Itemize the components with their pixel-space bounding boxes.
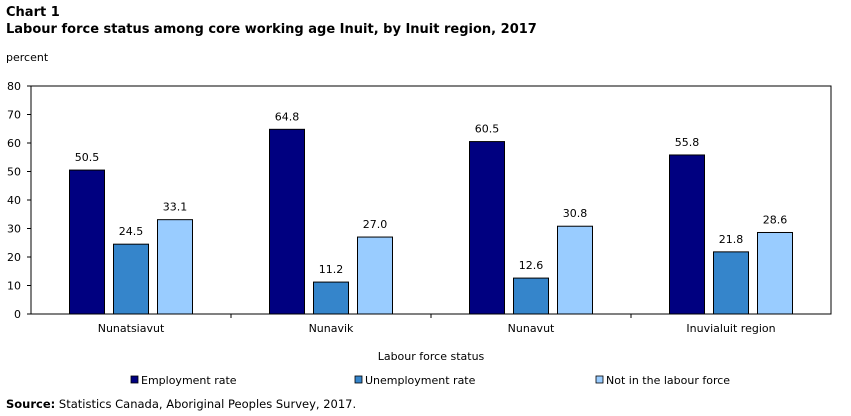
bar [557,225,593,315]
bar [669,154,705,315]
legend-swatch [595,375,604,384]
data-label: 33.1 [163,201,188,214]
data-label: 55.8 [675,136,700,149]
y-tick-label: 0 [14,308,21,321]
data-label: 27.0 [363,218,388,231]
x-axis-label: Labour force status [378,350,485,363]
chart-number: Chart 1 [6,5,60,20]
legend-label: Employment rate [141,374,237,387]
y-tick-label: 10 [7,280,21,293]
legend-swatch [354,375,363,384]
data-label: 30.8 [563,207,588,220]
data-label: 24.5 [119,225,144,238]
bar [269,128,305,315]
bar [713,251,749,315]
data-label: 64.8 [275,110,300,123]
y-tick-label: 60 [7,137,21,150]
y-tick-label: 50 [7,166,21,179]
bar [69,169,105,315]
bar [513,277,549,315]
y-tick-label: 20 [7,251,21,264]
legend-swatch [130,375,139,384]
bar [469,141,505,315]
bar [313,281,349,315]
bar [357,236,393,315]
x-tick-label: Nunatsiavut [98,322,165,335]
bar [157,219,193,315]
x-tick-label: Inuvialuit region [686,322,775,335]
data-label: 60.5 [475,123,500,136]
y-axis-label: percent [6,51,49,64]
y-tick-label: 80 [7,80,21,93]
data-label: 21.8 [719,233,744,246]
y-tick-label: 30 [7,223,21,236]
y-tick-label: 70 [7,109,21,122]
data-label: 11.2 [319,263,344,276]
data-label: 28.6 [763,213,788,226]
chart-title: Labour force status among core working a… [6,22,537,37]
plot-frame [30,85,832,315]
legend-label: Unemployment rate [365,374,476,387]
legend-label: Not in the labour force [606,374,730,387]
x-tick-label: Nunavik [309,322,354,335]
data-label: 50.5 [75,151,100,164]
y-tick-label: 40 [7,194,21,207]
source-text: Statistics Canada, Aboriginal Peoples Su… [58,397,357,411]
source-label: Source: [6,397,56,411]
x-tick-label: Nunavut [508,322,555,335]
data-label: 12.6 [519,259,544,272]
bar [757,231,793,315]
bar [113,243,149,315]
source-note: Source: Statistics Canada, Aboriginal Pe… [6,397,356,411]
